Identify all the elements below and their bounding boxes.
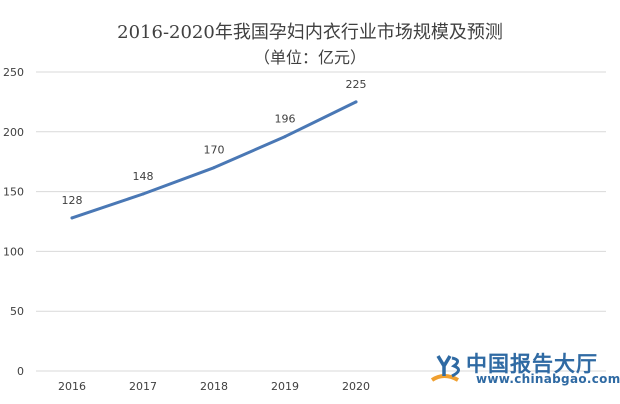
data-point bbox=[212, 166, 216, 170]
x-tick-label: 2019 bbox=[271, 380, 299, 393]
data-point bbox=[354, 100, 358, 104]
y-tick-label: 50 bbox=[10, 305, 24, 318]
data-label: 170 bbox=[204, 144, 225, 157]
y-tick-label: 100 bbox=[3, 245, 24, 258]
data-label: 225 bbox=[346, 78, 367, 91]
data-point bbox=[70, 216, 74, 220]
y-tick-label: 200 bbox=[3, 126, 24, 139]
data-label: 128 bbox=[62, 194, 83, 207]
y-tick-label: 250 bbox=[3, 66, 24, 79]
data-point bbox=[141, 192, 145, 196]
x-tick-label: 2016 bbox=[58, 380, 86, 393]
data-label: 196 bbox=[275, 113, 296, 126]
chart-title: 2016-2020年我国孕妇内衣行业市场规模及预测 bbox=[117, 22, 503, 43]
data-point bbox=[283, 135, 287, 139]
data-label: 148 bbox=[133, 170, 154, 183]
series-line bbox=[70, 100, 358, 220]
watermark-name: 中国报告大厅 bbox=[466, 352, 598, 376]
x-tick-label: 2020 bbox=[342, 380, 370, 393]
watermark-url: www.chinabgao.com bbox=[476, 372, 620, 386]
x-tick-label: 2017 bbox=[129, 380, 157, 393]
chart-subtitle: （单位：亿元） bbox=[253, 48, 366, 67]
watermark-logo-icon bbox=[430, 355, 460, 382]
x-tick-label: 2018 bbox=[200, 380, 228, 393]
watermark: 中国报告大厅 www.chinabgao.com bbox=[428, 348, 620, 392]
y-tick-label: 0 bbox=[17, 365, 24, 378]
y-tick-label: 150 bbox=[3, 186, 24, 199]
